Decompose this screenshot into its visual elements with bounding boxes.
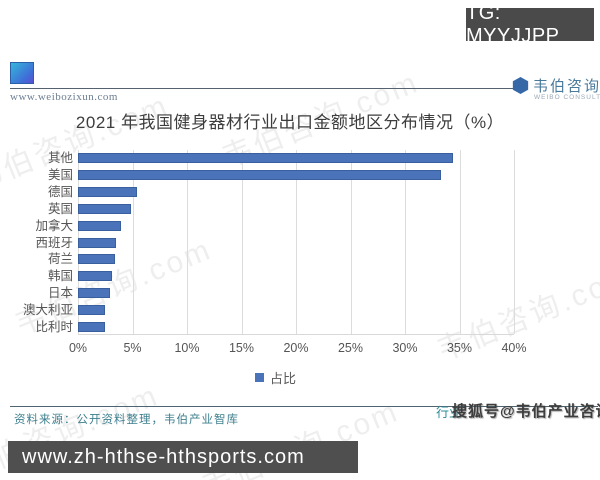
weibo-logo-square-icon (10, 62, 34, 84)
category-label: 比利时 (35, 319, 73, 334)
category-label: 日本 (47, 285, 73, 300)
gridline (514, 150, 515, 334)
bar-澳大利亚 (78, 304, 106, 315)
legend-series-label: 占比 (270, 371, 297, 386)
legend-color-swatch (255, 373, 264, 382)
header-divider (10, 88, 513, 89)
gridline (350, 150, 352, 334)
telegram-badge: TG: MYYJJPP (466, 2, 594, 47)
brand-name-cn: 韦伯咨询 (533, 79, 600, 95)
gridline (296, 150, 297, 334)
gridline (459, 150, 461, 334)
category-label: 其他 (47, 151, 73, 166)
category-label: 英国 (47, 201, 73, 216)
x-tick-label: 5% (123, 341, 142, 355)
bar-日本 (78, 287, 110, 298)
x-tick-label: 15% (228, 341, 255, 355)
chart-legend: 占比 (255, 368, 296, 387)
chart-title: 2021 年我国健身器材行业出口金额地区分布情况（%） (75, 113, 505, 132)
category-label: 韩国 (47, 269, 73, 284)
category-label: 澳大利亚 (22, 302, 73, 317)
source-website-url: www.weibozixun.com (10, 91, 118, 103)
category-label: 德国 (47, 185, 73, 200)
hexagon-logo-icon (512, 77, 529, 94)
bar-英国 (78, 203, 132, 214)
bottom-website-banner: www.zh-hthse-hthsports.com (8, 441, 358, 473)
gridline (187, 150, 188, 334)
bar-荷兰 (78, 254, 116, 265)
brand-name-en: WEIBO CONSULTING (534, 94, 600, 101)
gridline (405, 150, 406, 334)
bar-韩国 (78, 271, 112, 282)
category-label: 美国 (47, 168, 73, 183)
x-tick-label: 35% (446, 341, 473, 355)
bar-美国 (78, 170, 441, 181)
x-tick-label: 25% (337, 341, 364, 355)
sohu-account-watermark: 搜狐号@韦伯产业咨询 (452, 403, 600, 420)
category-label: 加拿大 (35, 218, 73, 233)
category-label: 西班牙 (35, 235, 73, 250)
bar-西班牙 (78, 237, 117, 248)
bar-其他 (78, 153, 453, 164)
gridline (241, 150, 243, 334)
x-tick-label: 30% (392, 341, 418, 355)
bar-德国 (78, 187, 137, 198)
data-source-note: 资料来源：公开资料整理，韦伯产业智库 (14, 414, 239, 426)
x-tick-label: 0% (68, 341, 88, 355)
x-tick-label: 10% (174, 341, 200, 355)
x-tick-label: 20% (283, 341, 309, 355)
footer-divider (10, 406, 598, 407)
industry-text-fragment: 行业 (436, 405, 463, 420)
x-tick-label: 40% (501, 341, 527, 355)
bar-比利时 (78, 321, 106, 332)
bar-加拿大 (78, 220, 121, 231)
gridline (132, 150, 134, 334)
category-label: 荷兰 (47, 252, 73, 267)
bar-chart-plot-area (78, 150, 515, 335)
